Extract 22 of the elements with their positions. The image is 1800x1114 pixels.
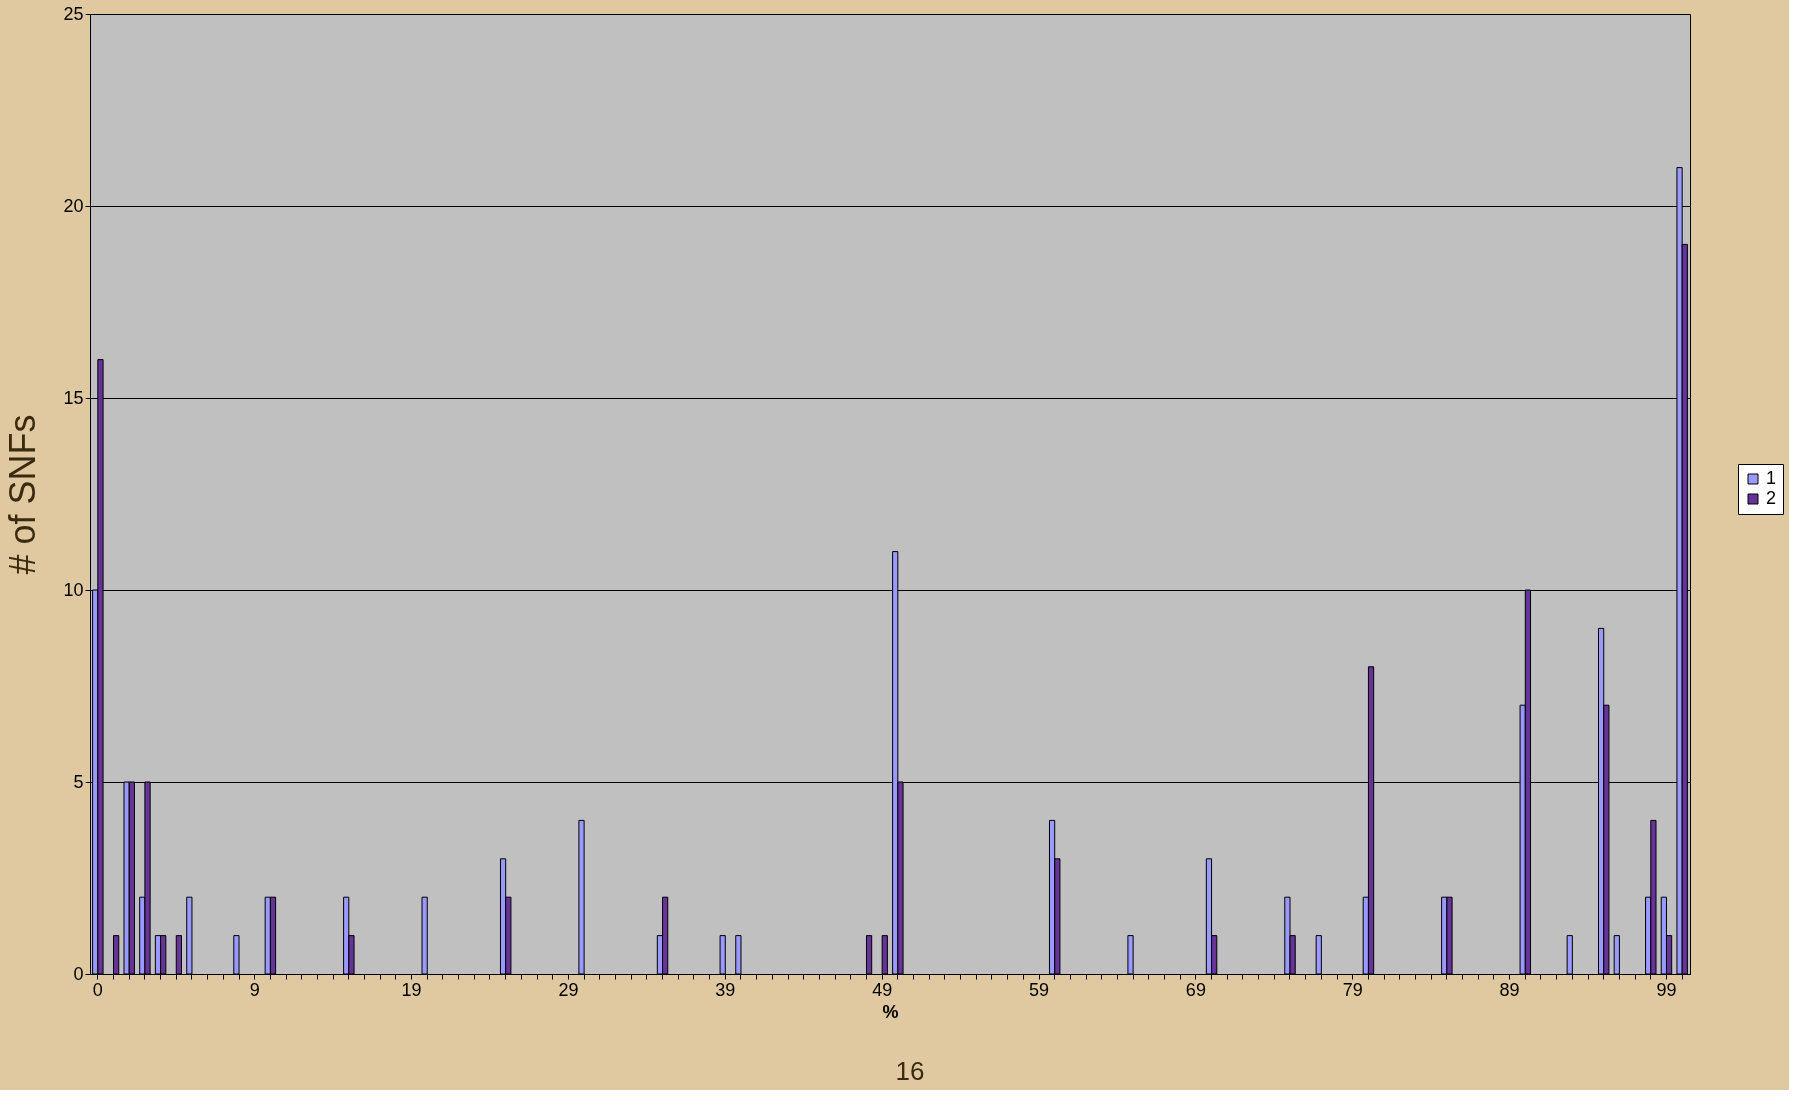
legend-label: 2 [1766,488,1777,508]
y-tick-label: 15 [63,387,84,408]
y-tick-label: 10 [63,579,84,600]
x-tick-label: 0 [92,979,103,1000]
x-tick-label: 59 [1029,979,1050,1000]
x-tick-label: 19 [401,979,422,1000]
y-axis-title: # of SNFs [2,414,44,575]
x-tick-label: 49 [872,979,893,1000]
x-tick-label: 69 [1185,979,1206,1000]
x-tick-label: 89 [1499,979,1520,1000]
x-tick-label: 9 [249,979,260,1000]
legend-label: 1 [1766,468,1777,488]
text: 16 [895,1056,925,1086]
y-tick-label: 0 [73,963,84,984]
x-tick-label: 99 [1656,979,1677,1000]
x-tick-label: 39 [715,979,736,1000]
x-tick-label: 79 [1342,979,1363,1000]
x-axis-title: % [882,1001,899,1022]
y-tick-label: 5 [73,771,84,792]
x-tick-label: 29 [558,979,579,1000]
y-tick-label: 25 [63,3,84,24]
y-tick-label: 20 [63,195,84,216]
